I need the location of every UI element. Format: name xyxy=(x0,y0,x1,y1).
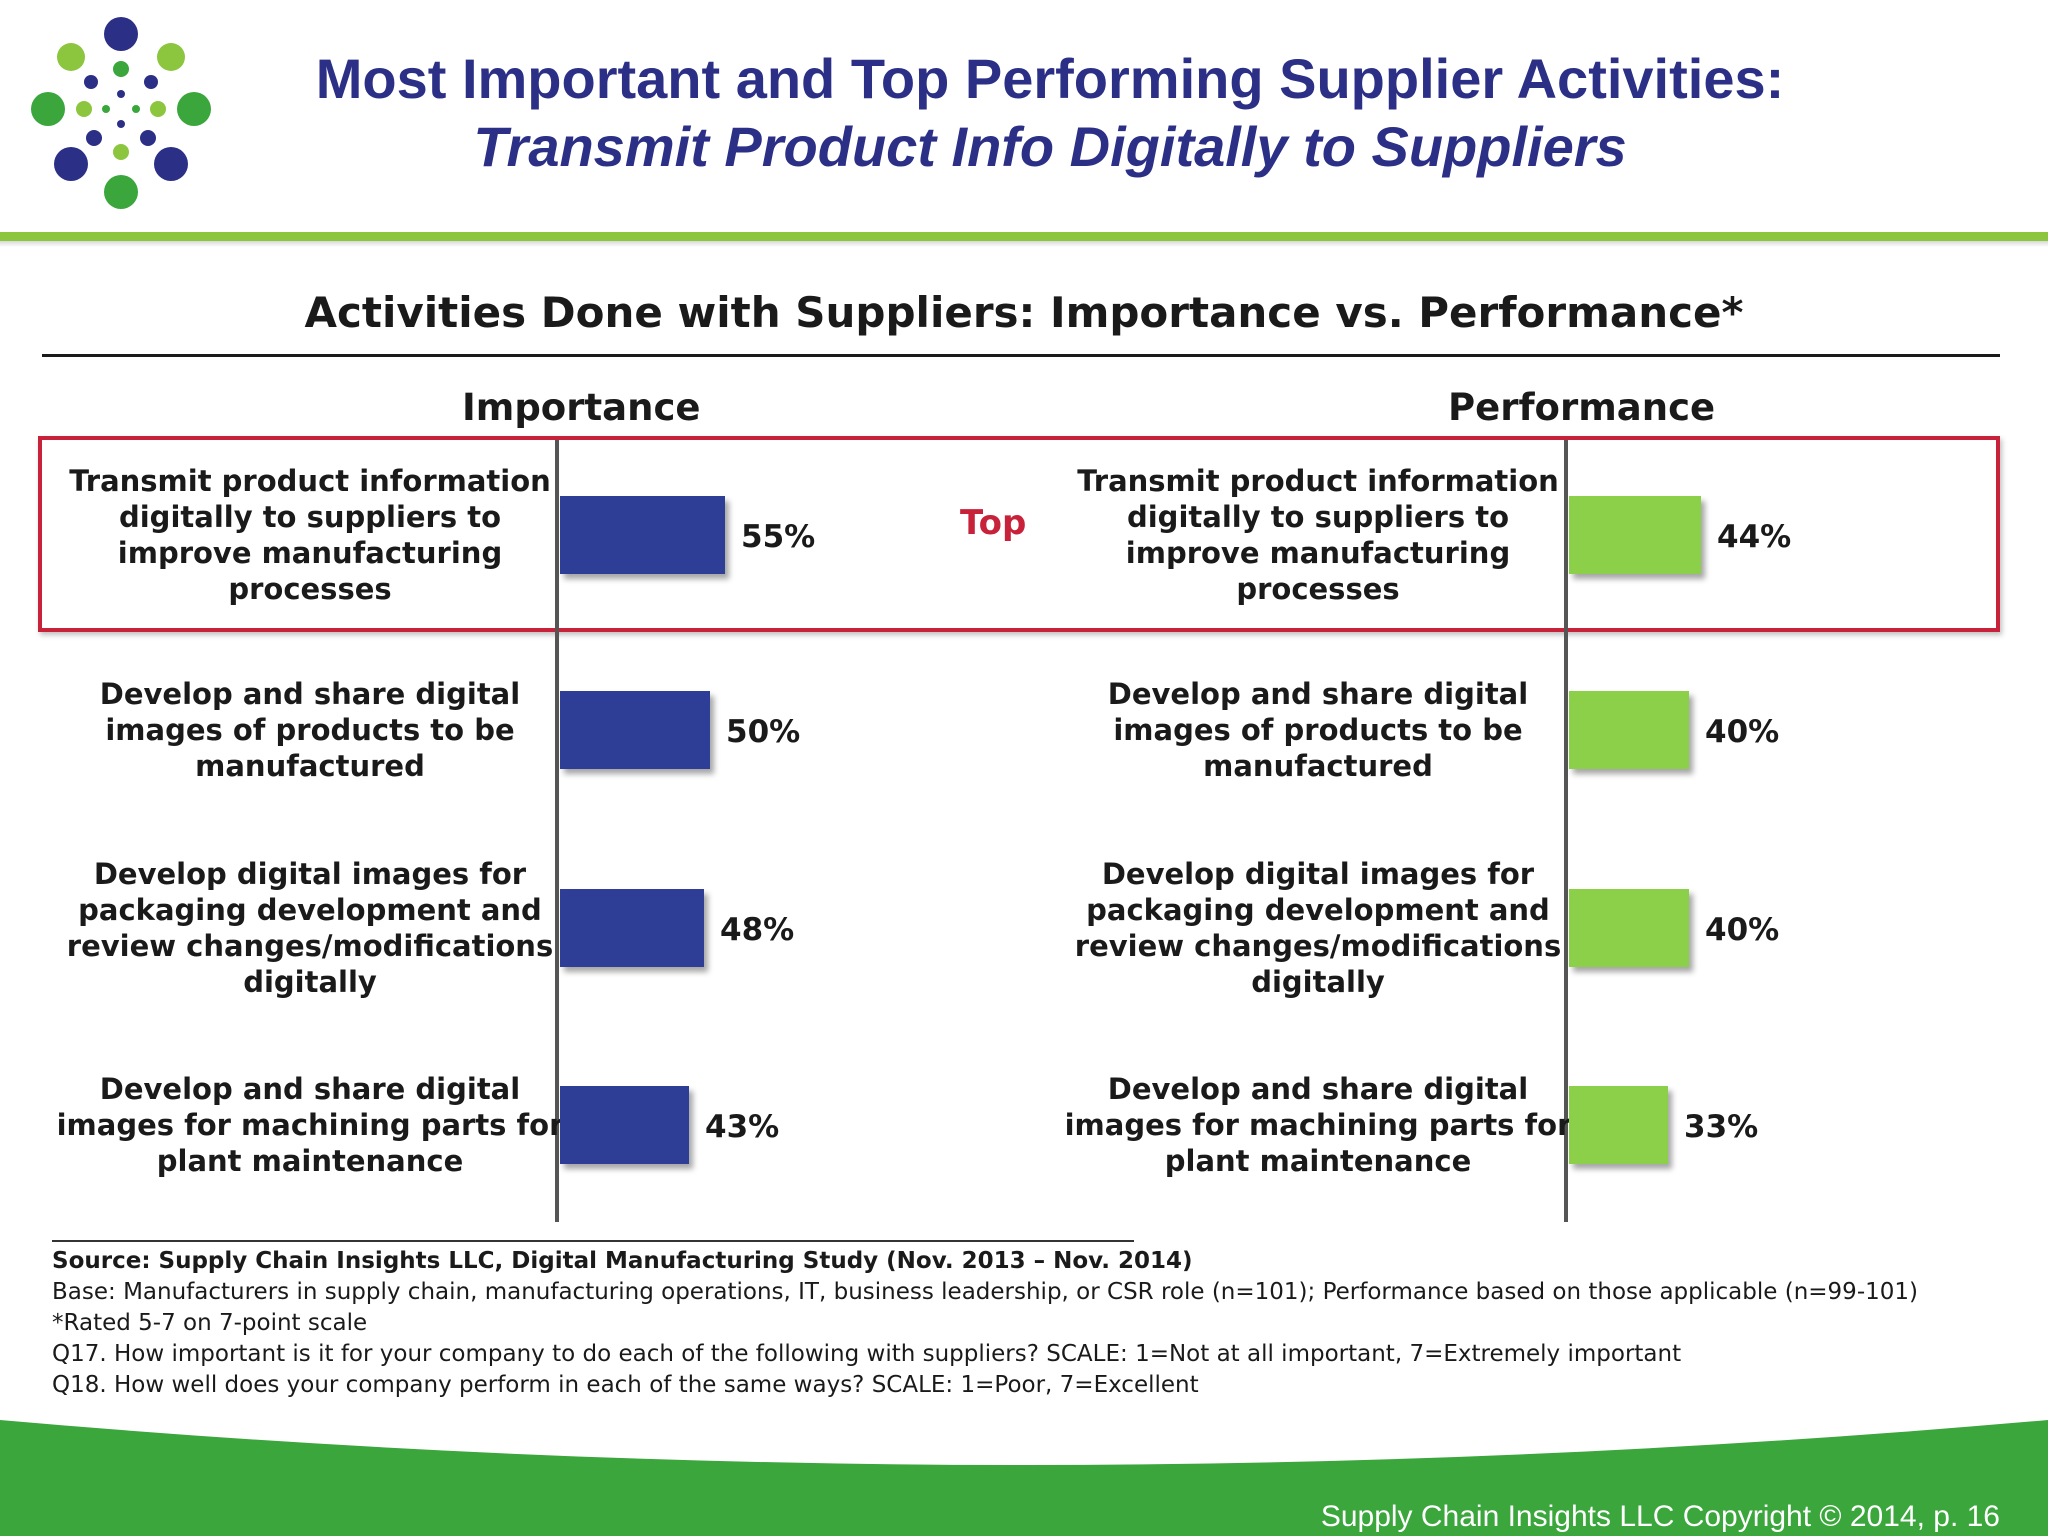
chart-title: Activities Done with Suppliers: Importan… xyxy=(304,288,1744,337)
copyright-text: Supply Chain Insights LLC Copyright © 20… xyxy=(1320,1500,2000,1533)
importance-category-label: Transmit product information digitally to… xyxy=(69,464,551,606)
page-subtitle: Transmit Product Info Digitally to Suppl… xyxy=(473,115,1627,178)
performance-panel-heading: Performance xyxy=(1448,386,1716,429)
performance-value-label: 40% xyxy=(1705,714,1779,750)
performance-category-label: Develop digital images for packaging deve… xyxy=(1075,857,1561,999)
base-note: Base: Manufacturers in supply chain, man… xyxy=(52,1279,1918,1305)
performance-category-label: Develop and share digital images of produ… xyxy=(1108,677,1528,783)
importance-category-label: Develop and share digital images for mach… xyxy=(57,1072,564,1178)
importance-category-label: Develop digital images for packaging deve… xyxy=(67,857,553,999)
performance-value-label: 44% xyxy=(1717,519,1791,555)
importance-value-label: 55% xyxy=(741,519,815,555)
source-divider xyxy=(52,1240,1134,1242)
importance-category-label: Develop and share digital images of produ… xyxy=(100,677,520,783)
footer-bar xyxy=(0,1420,2048,1536)
performance-bar xyxy=(1569,691,1689,769)
header-divider-shadow xyxy=(0,241,2048,247)
logo xyxy=(31,17,211,209)
rating-note: *Rated 5-7 on 7-point scale xyxy=(52,1310,368,1336)
performance-value-label: 33% xyxy=(1684,1109,1758,1145)
chart: Transmit product information digitally to… xyxy=(57,440,1791,1222)
chart-title-rule xyxy=(42,354,2000,357)
performance-value-label: 40% xyxy=(1705,912,1779,948)
performance-bar xyxy=(1569,1086,1668,1164)
top-highlight-label: Top xyxy=(960,503,1027,543)
question-17-note: Q17. How important is it for your compan… xyxy=(52,1341,1682,1367)
top-highlight-box xyxy=(38,436,2000,632)
importance-bar xyxy=(560,691,710,769)
importance-panel-heading: Importance xyxy=(462,386,701,429)
performance-bar xyxy=(1569,889,1689,967)
importance-value-label: 43% xyxy=(705,1109,779,1145)
importance-value-label: 48% xyxy=(720,912,794,948)
importance-value-label: 50% xyxy=(726,714,800,750)
source-note: Source: Supply Chain Insights LLC, Digit… xyxy=(52,1248,1193,1274)
importance-bar xyxy=(560,496,725,574)
header-divider xyxy=(0,232,2048,241)
importance-bar xyxy=(560,889,704,967)
page-title: Most Important and Top Performing Suppli… xyxy=(315,47,1785,110)
performance-category-label: Transmit product information digitally to… xyxy=(1077,464,1559,606)
performance-bar xyxy=(1569,496,1701,574)
performance-category-label: Develop and share digital images for mach… xyxy=(1065,1072,1572,1178)
importance-bar xyxy=(560,1086,689,1164)
question-18-note: Q18. How well does your company perform … xyxy=(52,1372,1199,1398)
